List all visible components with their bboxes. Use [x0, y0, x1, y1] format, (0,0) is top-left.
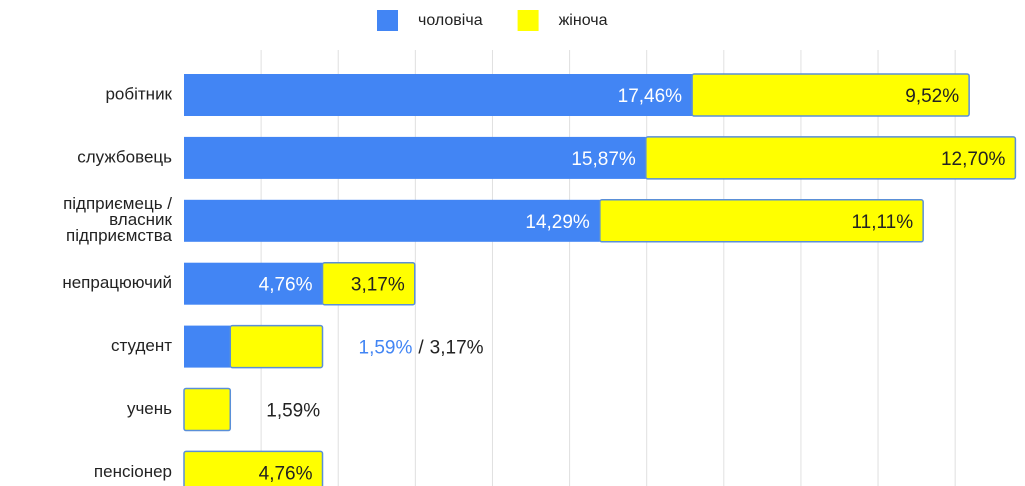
category-label: робітник [105, 84, 172, 103]
bar-segment [183, 387, 232, 432]
bar-segment [599, 199, 924, 243]
bar-segment [321, 261, 416, 306]
value-label: 9,52% [905, 86, 959, 107]
category-label: підприємець / власник підприємства [63, 194, 172, 245]
bar-segment [645, 136, 1017, 180]
value-label: 14,29% [525, 212, 590, 233]
value-label: 17,46% [618, 86, 683, 107]
legend-swatch [517, 10, 539, 31]
bar-segment [691, 73, 970, 117]
bar-segment [184, 262, 323, 305]
value-label: 1,59% [359, 338, 413, 359]
value-label: 11,11% [852, 212, 914, 233]
value-label: 3,17% [351, 275, 405, 296]
legend-label: жіноча [559, 12, 608, 29]
label-separator: / [418, 338, 424, 359]
bar-segment [184, 136, 646, 179]
legend-label: чоловіча [418, 12, 483, 29]
category-label: студент [111, 336, 172, 355]
value-label: 4,76% [259, 463, 313, 484]
bar-segment [184, 199, 600, 242]
value-label: 4,76% [259, 275, 313, 296]
bar-segment [229, 324, 324, 369]
bar-segment [183, 450, 324, 486]
category-line: власник [109, 210, 172, 229]
category-label: учень [127, 399, 172, 418]
value-label: 3,17% [430, 338, 484, 359]
value-label: 12,70% [941, 149, 1006, 170]
category-label: непрацюючий [62, 273, 172, 292]
value-label: 15,87% [571, 149, 636, 170]
category-line: підприємець / [63, 194, 172, 213]
bar-segment [184, 74, 693, 116]
legend-swatch [377, 10, 398, 31]
bar-segment [184, 325, 231, 368]
category-label: службовець [77, 147, 172, 166]
category-line: підприємства [66, 226, 173, 245]
value-label: 1,59% [266, 401, 320, 422]
category-label: пенсіонер [94, 462, 172, 481]
